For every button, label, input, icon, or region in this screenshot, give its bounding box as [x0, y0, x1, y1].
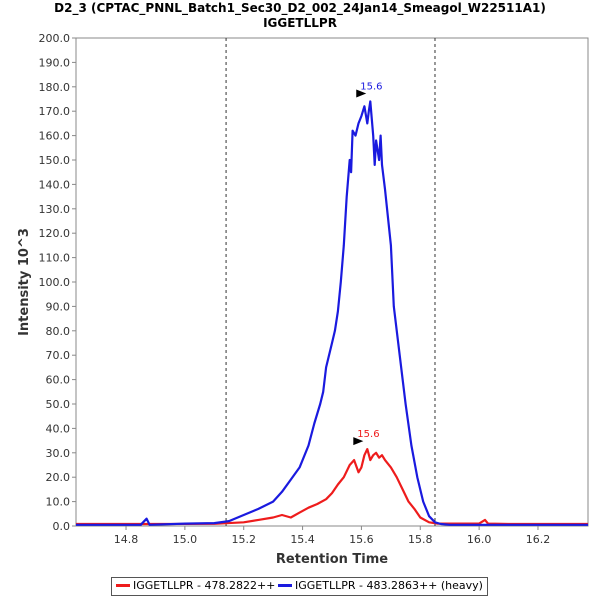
y-tick-label: 70.0 [46, 349, 71, 362]
y-tick-label: 110.0 [39, 252, 71, 265]
x-tick-label: 15.8 [408, 533, 433, 546]
peak-arrow-icon [356, 89, 367, 98]
y-tick-label: 160.0 [39, 130, 71, 143]
x-tick-label: 15.2 [231, 533, 256, 546]
legend: IGGETLLPR - 478.2822++ IGGETLLPR - 483.2… [111, 577, 488, 596]
y-tick-label: 90.0 [46, 300, 71, 313]
peak-markers: 15.6 15.6 [353, 81, 383, 446]
x-axis: 14.8 15.0 15.2 15.4 15.6 15.8 16.0 16.2 [114, 526, 550, 546]
y-tick-label: 30.0 [46, 447, 71, 460]
legend-label-light: IGGETLLPR - 478.2822++ [133, 579, 276, 592]
y-tick-label: 20.0 [46, 471, 71, 484]
y-tick-label: 0.0 [53, 520, 71, 533]
series-layer [76, 100, 588, 526]
y-tick-label: 40.0 [46, 422, 71, 435]
x-tick-label: 16.0 [467, 533, 492, 546]
y-tick-label: 170.0 [39, 105, 71, 118]
peak-label: 15.6 [360, 81, 382, 92]
x-axis-label: Retention Time [276, 552, 388, 567]
y-tick-label: 150.0 [39, 154, 71, 167]
series-line-heavy [76, 100, 588, 526]
y-tick-label: 100.0 [39, 276, 71, 289]
x-tick-label: 15.6 [349, 533, 374, 546]
x-tick-label: 15.0 [173, 533, 198, 546]
y-tick-label: 200.0 [39, 32, 71, 45]
y-tick-label: 80.0 [46, 325, 71, 338]
chart-title: D2_3 (CPTAC_PNNL_Batch1_Sec30_D2_002_24J… [54, 1, 546, 15]
y-tick-label: 130.0 [39, 203, 71, 216]
legend-label-heavy: IGGETLLPR - 483.2863++ (heavy) [295, 579, 483, 592]
legend-swatch-light [116, 584, 130, 587]
chromatogram-chart: 0.0 10.0 20.0 30.0 40.0 50.0 60.0 70.0 80.0 90.0 1… [17, 32, 589, 567]
chart-subtitle: IGGETLLPR [263, 16, 337, 30]
x-tick-label: 14.8 [114, 533, 139, 546]
y-axis-label: Intensity 10^3 [17, 228, 32, 336]
y-tick-label: 180.0 [39, 81, 71, 94]
y-tick-label: 10.0 [46, 496, 71, 509]
y-tick-label: 140.0 [39, 178, 71, 191]
y-axis: 0.0 10.0 20.0 30.0 40.0 50.0 60.0 70.0 80.0 90.0 1… [39, 32, 76, 533]
y-tick-label: 120.0 [39, 227, 71, 240]
y-tick-label: 60.0 [46, 374, 71, 387]
peak-arrow-icon [353, 437, 364, 446]
series-line-light [76, 448, 588, 526]
y-tick-label: 50.0 [46, 398, 71, 411]
x-tick-label: 15.4 [290, 533, 315, 546]
plot-area [75, 37, 589, 527]
x-tick-label: 16.2 [526, 533, 551, 546]
y-tick-label: 190.0 [39, 56, 71, 69]
legend-item-light: IGGETLLPR - 478.2822++ [116, 579, 275, 592]
legend-item-heavy: IGGETLLPR - 483.2863++ (heavy) [278, 579, 483, 592]
legend-swatch-heavy [278, 584, 292, 587]
peak-label: 15.6 [357, 429, 379, 440]
